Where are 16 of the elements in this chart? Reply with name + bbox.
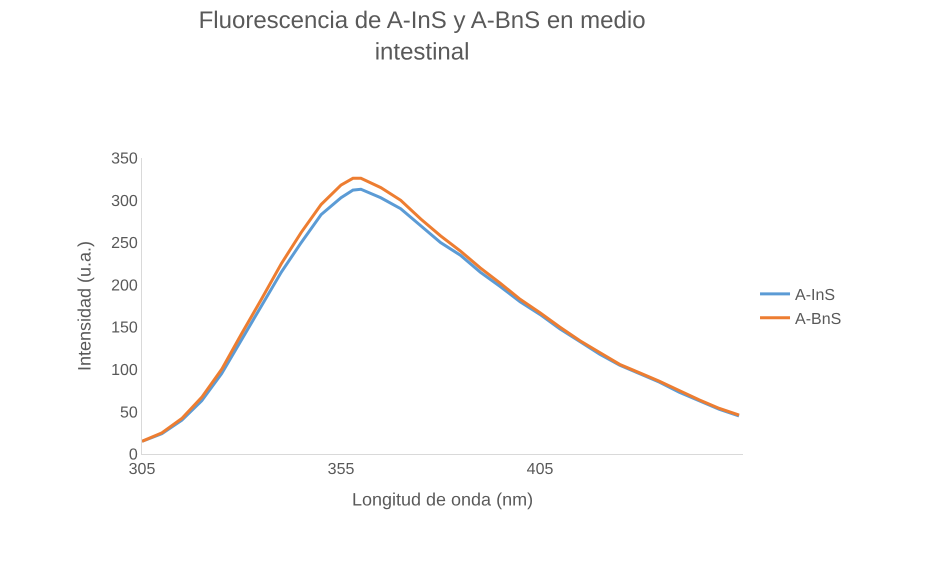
y-tick-label: 100 xyxy=(111,362,138,380)
x-tick-label: 405 xyxy=(526,461,554,478)
y-tick-label: 50 xyxy=(120,404,138,422)
chart-title: Fluorescencia de A-InS y A-BnS en medio intestinal xyxy=(198,7,646,66)
y-tick-label: 200 xyxy=(111,277,138,294)
legend-label: A-InS xyxy=(795,287,836,304)
legend-label: A-BnS xyxy=(795,310,842,328)
x-tick-label: 355 xyxy=(328,461,354,478)
y-tick-label: 0 xyxy=(128,446,138,464)
x-axis-title: Longitud de onda (nm) xyxy=(352,489,534,510)
y-tick-label: 250 xyxy=(111,235,138,252)
y-tick-label: 300 xyxy=(111,192,138,210)
y-tick-label: 350 xyxy=(111,150,138,168)
x-tick-label: 305 xyxy=(128,461,156,478)
y-axis-title: Intensidad (u.a.) xyxy=(74,240,94,372)
y-tick-label: 150 xyxy=(111,320,138,337)
